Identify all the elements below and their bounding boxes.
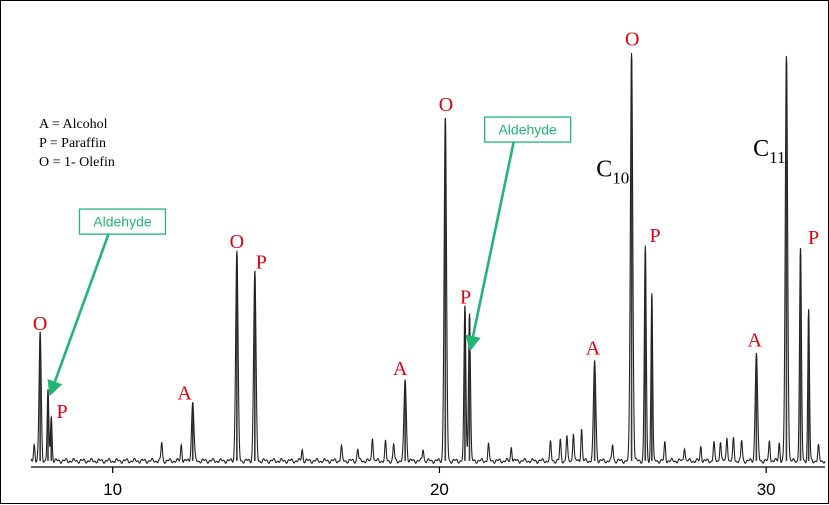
x-tick-label: 20 — [430, 480, 449, 499]
peak-label-a: A — [586, 338, 601, 360]
legend-paraffin: P = Paraffin — [39, 136, 106, 151]
legend-olefin: O = 1- Olefin — [39, 155, 115, 170]
carbon-label-base: C — [753, 136, 769, 162]
peak-label-o: O — [230, 231, 244, 253]
peak-label-a: A — [393, 358, 408, 380]
peak-label-o: O — [33, 313, 47, 335]
x-axis: 10 20 30 — [31, 466, 825, 499]
annotation-aldehyde-right: Aldehyde — [465, 116, 572, 352]
legend: A = Alcohol P = Paraffin O = 1- Olefin — [39, 117, 115, 170]
carbon-label-base: C — [596, 157, 612, 183]
carbon-label-subscript: 10 — [612, 169, 629, 188]
annotation-aldehyde-left: Aldehyde — [47, 208, 167, 397]
peak-label-p: P — [56, 401, 67, 423]
peak-label-p: P — [808, 227, 819, 249]
chromatogram-trace-layer — [30, 52, 826, 464]
carbon-label-c10: C10 — [596, 157, 629, 188]
peak-label-p: P — [460, 286, 471, 308]
x-tick-label: 30 — [757, 480, 776, 499]
annotation-box — [78, 208, 167, 235]
carbon-label-c11: C11 — [753, 136, 785, 167]
annotation-arrow — [465, 141, 515, 352]
annotation-arrow — [47, 233, 110, 397]
peak-label-p: P — [256, 252, 267, 274]
x-tick-label: 10 — [103, 480, 122, 499]
legend-alcohol: A = Alcohol — [39, 117, 108, 132]
chromatogram-trace — [30, 52, 826, 464]
peak-label-o: O — [625, 29, 639, 51]
annotation-box — [484, 116, 572, 143]
annotation-label: Aldehyde — [93, 214, 152, 230]
peak-label-o: O — [439, 94, 453, 116]
peak-label-a: A — [177, 383, 192, 405]
carbon-label-subscript: 11 — [769, 148, 785, 167]
annotation-label: Aldehyde — [498, 122, 557, 138]
peak-label-a: A — [748, 329, 763, 351]
peak-label-p: P — [650, 225, 661, 247]
annotation-layer: Aldehyde Aldehyde — [47, 116, 572, 397]
